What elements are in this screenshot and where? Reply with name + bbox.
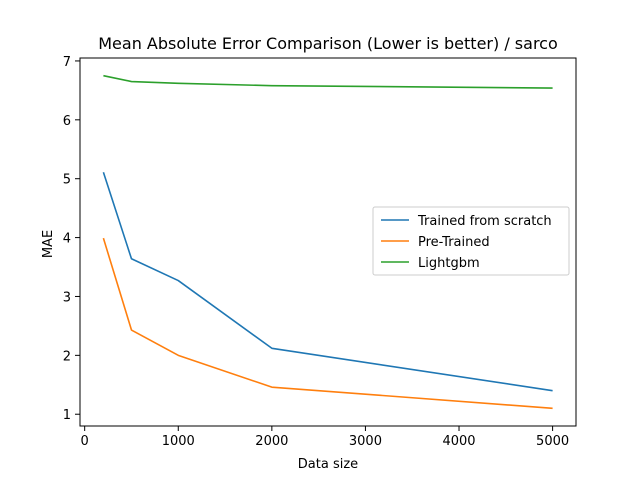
x-tick-label: 0 bbox=[81, 434, 89, 449]
series-line-trained-from-scratch bbox=[102, 171, 553, 392]
x-tick-label: 2000 bbox=[255, 434, 288, 449]
x-axis: 0 1000 2000 3000 4000 5000 bbox=[81, 426, 569, 449]
y-axis: 1 2 3 4 5 6 7 bbox=[63, 55, 80, 423]
y-tick-label: 7 bbox=[63, 55, 71, 70]
chart-title: Mean Absolute Error Comparison (Lower is… bbox=[98, 34, 558, 53]
y-tick-label: 5 bbox=[63, 173, 71, 188]
y-tick-label: 6 bbox=[63, 114, 71, 129]
x-tick-label: 4000 bbox=[442, 434, 475, 449]
axes-border bbox=[79, 57, 577, 427]
legend-label-pre-trained: Pre-Trained bbox=[418, 235, 490, 250]
y-tick-label: 1 bbox=[63, 408, 71, 423]
series-layer bbox=[102, 74, 553, 410]
series-line-lightgbm bbox=[103, 74, 553, 89]
x-axis-label: Data size bbox=[298, 457, 358, 472]
x-tick-label: 1000 bbox=[162, 434, 195, 449]
y-tick-label: 4 bbox=[63, 232, 71, 247]
x-tick-label: 3000 bbox=[349, 434, 382, 449]
y-axis-label: MAE bbox=[41, 230, 56, 258]
y-tick-label: 2 bbox=[63, 349, 71, 364]
legend-label-trained-from-scratch: Trained from scratch bbox=[417, 214, 552, 229]
legend: Trained from scratch Pre-Trained Lightgbm bbox=[372, 206, 570, 276]
axes-frame bbox=[79, 57, 577, 427]
legend-label-lightgbm: Lightgbm bbox=[418, 256, 480, 271]
legend-box bbox=[372, 206, 570, 276]
y-tick-label: 3 bbox=[63, 290, 71, 305]
x-tick-label: 5000 bbox=[536, 434, 569, 449]
series-line-pre-trained bbox=[102, 237, 553, 410]
